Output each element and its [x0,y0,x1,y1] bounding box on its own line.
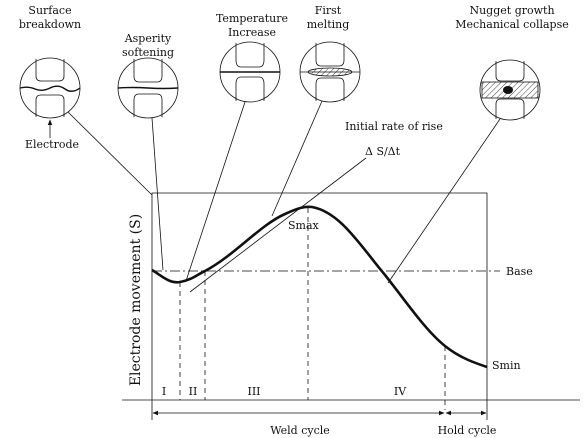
plot [122,192,580,420]
stage-icon [19,57,81,119]
rate-label: Initial rate of rise [345,120,443,133]
stage-label: melting [307,18,350,31]
stage-label: breakdown [19,18,81,31]
leader-lines [47,100,501,293]
stage-label: Surface [28,4,71,17]
slope-label: Δ S/Δt [365,145,401,158]
hold-cycle-label: Hold cycle [438,424,497,437]
stage-icon [479,59,541,121]
smax-label: Smax [288,219,320,232]
stage-label: Mechanical collapse [455,18,569,31]
stage-label: Nugget growth [469,4,554,17]
region-label: I [162,385,166,398]
stage-icon [117,57,179,119]
region-label: II [189,385,198,398]
region-label: III [247,385,260,398]
movement-curve [151,205,488,369]
smin-label: Smin [492,359,521,372]
stage-label: Asperity [124,32,172,45]
stage-label: Increase [228,26,276,39]
base-label: Base [506,265,533,278]
y-axis-label: Electrode movement (S) [128,214,144,386]
region-label: IV [394,385,407,398]
stage-icons [19,41,541,121]
stage-label: Temperature [216,12,288,25]
stage-label: First [315,4,342,17]
electrode-label: Electrode [25,138,79,151]
stage-icon [219,41,281,103]
stage-label: softening [122,46,174,59]
stage-icon [299,41,361,103]
weld-cycle-label: Weld cycle [270,424,330,437]
